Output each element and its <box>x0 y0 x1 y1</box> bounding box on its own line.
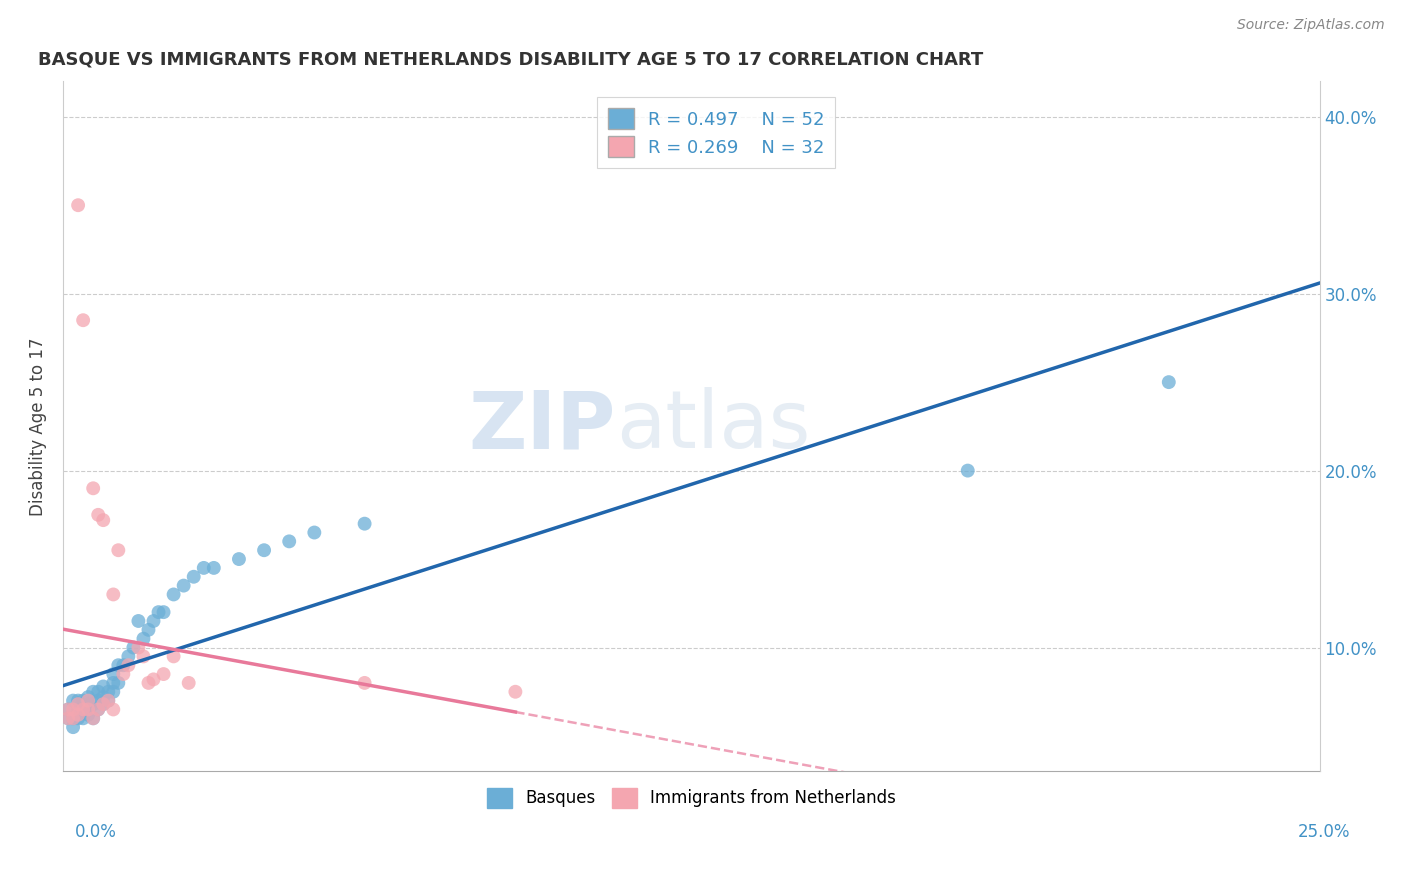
Point <box>67 693 90 707</box>
Point <box>67 711 90 725</box>
Point <box>91 690 114 704</box>
Point <box>72 693 94 707</box>
Text: 0.0%: 0.0% <box>75 822 117 840</box>
Legend: Basques, Immigrants from Netherlands: Basques, Immigrants from Netherlands <box>479 781 903 814</box>
Point <box>142 614 165 628</box>
Point <box>67 702 90 716</box>
Point <box>97 685 120 699</box>
Point <box>82 711 104 725</box>
Text: 25.0%: 25.0% <box>1298 822 1351 840</box>
Point <box>107 658 129 673</box>
Point <box>67 707 90 722</box>
Point <box>193 561 215 575</box>
Point <box>278 534 301 549</box>
Point <box>87 685 110 699</box>
Point <box>62 711 84 725</box>
Point <box>177 676 200 690</box>
Point <box>202 561 225 575</box>
Point <box>253 543 276 558</box>
Point <box>138 676 160 690</box>
Point <box>112 667 135 681</box>
Y-axis label: Disability Age 5 to 17: Disability Age 5 to 17 <box>30 337 46 516</box>
Point <box>353 516 375 531</box>
Text: ZIP: ZIP <box>468 387 616 466</box>
Point <box>107 676 129 690</box>
Point <box>956 464 979 478</box>
Point <box>127 640 149 655</box>
Text: atlas: atlas <box>616 387 810 466</box>
Point <box>82 685 104 699</box>
Point <box>103 702 125 716</box>
Point <box>103 667 125 681</box>
Point <box>56 702 79 716</box>
Point <box>72 702 94 716</box>
Point <box>62 693 84 707</box>
Point <box>77 697 100 711</box>
Point <box>117 658 139 673</box>
Point <box>127 614 149 628</box>
Point <box>82 481 104 495</box>
Point <box>103 685 125 699</box>
Point <box>87 693 110 707</box>
Point <box>505 685 527 699</box>
Point <box>103 676 125 690</box>
Point <box>122 640 145 655</box>
Point <box>82 697 104 711</box>
Point <box>56 711 79 725</box>
Point <box>1157 375 1180 389</box>
Point <box>183 570 205 584</box>
Point <box>77 707 100 722</box>
Point <box>72 313 94 327</box>
Point <box>72 702 94 716</box>
Point <box>97 693 120 707</box>
Point <box>67 697 90 711</box>
Point <box>103 587 125 601</box>
Point <box>112 658 135 673</box>
Point <box>87 702 110 716</box>
Point <box>67 198 90 212</box>
Text: BASQUE VS IMMIGRANTS FROM NETHERLANDS DISABILITY AGE 5 TO 17 CORRELATION CHART: BASQUE VS IMMIGRANTS FROM NETHERLANDS DI… <box>38 51 983 69</box>
Point <box>173 579 195 593</box>
Point <box>72 711 94 725</box>
Point <box>107 543 129 558</box>
Point <box>117 649 139 664</box>
Point <box>162 649 184 664</box>
Point <box>91 680 114 694</box>
Point <box>152 667 174 681</box>
Point <box>97 693 120 707</box>
Point <box>62 720 84 734</box>
Point <box>142 673 165 687</box>
Point <box>62 711 84 725</box>
Point <box>162 587 184 601</box>
Point <box>77 693 100 707</box>
Point <box>87 508 110 522</box>
Point <box>152 605 174 619</box>
Point <box>91 513 114 527</box>
Point <box>132 632 155 646</box>
Point <box>77 690 100 704</box>
Point <box>138 623 160 637</box>
Point <box>77 702 100 716</box>
Point <box>56 702 79 716</box>
Point <box>148 605 170 619</box>
Point <box>77 702 100 716</box>
Point <box>132 649 155 664</box>
Point <box>56 711 79 725</box>
Point <box>91 697 114 711</box>
Point <box>353 676 375 690</box>
Point <box>91 697 114 711</box>
Point <box>82 711 104 725</box>
Point <box>62 702 84 716</box>
Point <box>304 525 326 540</box>
Point <box>87 702 110 716</box>
Text: Source: ZipAtlas.com: Source: ZipAtlas.com <box>1237 18 1385 31</box>
Point <box>228 552 250 566</box>
